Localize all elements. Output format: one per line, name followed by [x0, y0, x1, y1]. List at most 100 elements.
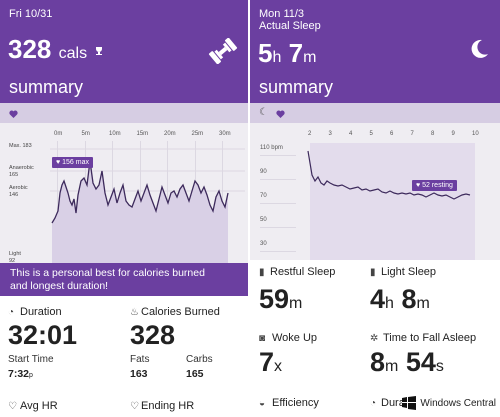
gridline	[260, 203, 296, 204]
banner-line-2: and longest duration!	[10, 280, 109, 292]
y-tick-label: 90	[260, 169, 267, 175]
x-tick-label: 3	[328, 131, 332, 137]
sleep-tabs: ☾	[250, 98, 500, 123]
x-tick-label: 15m	[136, 131, 149, 137]
woke-up-icon: ◙	[259, 333, 266, 344]
sleep-hr-chart: 2 3 4 5 6 7 8 9 10 110 bpm 90 70 50 30 ♥ 52 resting	[250, 123, 500, 260]
fall-asleep-label: Time to Fall Asleep	[383, 332, 477, 344]
max-zone-label: Max. 183	[9, 143, 32, 149]
resting-hr-pill: ♥ 52 resting	[412, 180, 457, 191]
gridline	[260, 155, 296, 156]
heart-rate-area	[52, 161, 228, 263]
heart-icon	[9, 110, 18, 118]
duration-icon: ◔	[370, 398, 377, 409]
sleep-hr-line-chart	[307, 143, 475, 260]
x-tick-label: 30m	[219, 131, 231, 137]
woke-up-value: 7x	[259, 347, 283, 377]
heart-tab-icon[interactable]	[276, 110, 285, 118]
sleep-headline: 5h 7m	[258, 38, 317, 68]
aerobic-zone-label: Aerobic 146	[9, 185, 28, 198]
stopwatch-icon: ◔	[8, 307, 15, 318]
y-tick-label: 110 bpm	[260, 145, 283, 151]
heart-rate-tab[interactable]	[0, 98, 248, 123]
watermark-text: Windows Central	[420, 397, 496, 409]
woke-up-label: Woke Up	[272, 332, 318, 344]
windows-central-watermark: Windows Central	[402, 394, 496, 412]
trophy-icon	[96, 47, 103, 56]
windows-logo-icon	[402, 396, 417, 410]
calories-burned-label: Calories Burned	[141, 306, 220, 318]
restful-sleep-value: 59m	[259, 284, 303, 314]
exercise-header: Fri 10/31 328 cals summary	[0, 0, 248, 103]
exercise-panel: Fri 10/31 328 cals summary 0m 5m 10m 15m 20m…	[0, 0, 248, 417]
calories-burned-value: 328	[130, 320, 176, 350]
x-tick-label: 7	[410, 131, 414, 137]
max-hr-pill: ♥ 156 max	[52, 157, 93, 168]
summary-label: summary	[9, 77, 84, 97]
fall-asleep-value: 8m 54s	[370, 347, 444, 377]
y-tick-label: 30	[260, 241, 267, 247]
moon-tab-icon[interactable]: ☾	[259, 107, 268, 118]
sleep-header: Mon 11/3 Actual Sleep 5h 7m summary	[250, 0, 500, 103]
restful-sleep-icon: ▮	[259, 267, 265, 278]
calories-unit: cals	[58, 45, 88, 62]
x-tick-label: 25m	[191, 131, 204, 137]
gridline	[260, 227, 296, 228]
x-tick-label: 10m	[109, 131, 121, 137]
efficiency-label: Efficiency	[272, 397, 319, 409]
summary-label-sleep: summary	[259, 77, 334, 97]
light-sleep-value: 4h 8m	[370, 284, 430, 314]
x-tick-label: 2	[308, 131, 312, 137]
heart-rate-chart: 0m 5m 10m 15m 20m 25m 30m Max. 183 Anaerobic 16…	[0, 123, 248, 264]
y-tick-label: 70	[260, 193, 267, 199]
gridline	[260, 251, 296, 252]
flame-icon: ♨	[130, 307, 139, 318]
restful-sleep-label: Restful Sleep	[270, 266, 336, 278]
sleep-date: Mon 11/3	[259, 8, 305, 20]
x-tick-label: 20m	[164, 131, 176, 137]
x-tick-label: 4	[349, 131, 353, 137]
personal-best-banner: This is a personal best for calories bur…	[0, 263, 248, 296]
sleep-hr-line	[307, 150, 471, 200]
fall-asleep-icon: ✲	[370, 333, 379, 344]
heart-rate-line-chart	[50, 148, 245, 263]
heart-icon-avg: ♡	[8, 401, 17, 412]
sleep-subtitle: Actual Sleep	[259, 20, 321, 32]
panel-divider	[248, 0, 250, 417]
anaerobic-zone-label: Anaerobic 165	[9, 165, 34, 178]
gridline	[57, 141, 58, 263]
x-tick-label: 5m	[81, 131, 90, 137]
sleep-panel: Mon 11/3 Actual Sleep 5h 7m summary ☾ 2 3…	[250, 0, 500, 417]
calories-value: 328	[8, 34, 52, 64]
x-tick-label: 5	[369, 131, 373, 137]
light-sleep-label: Light Sleep	[381, 266, 437, 278]
heart-icon-ending: ♡	[130, 401, 139, 412]
x-tick-label: 8	[431, 131, 435, 137]
carbs-label: Carbs	[186, 354, 213, 365]
x-tick-label: 6	[390, 131, 394, 137]
carbs-value: 165	[186, 368, 204, 380]
x-tick-label: 10	[472, 131, 479, 137]
fats-label: Fats	[130, 354, 150, 365]
start-time-value: 7:32p	[8, 368, 33, 380]
exercise-date: Fri 10/31	[9, 8, 53, 20]
light-sleep-icon: ▮	[370, 267, 376, 278]
ending-hr-label: Ending HR	[141, 400, 195, 412]
efficiency-icon: ◒	[259, 398, 266, 409]
x-tick-label: 9	[451, 131, 455, 137]
x-tick-label: 0m	[54, 131, 63, 137]
heart-rate-line	[51, 160, 229, 224]
start-time-label: Start Time	[8, 354, 54, 365]
duration-value: 32:01	[8, 320, 78, 350]
light-zone-label: Light 92	[9, 251, 21, 264]
y-tick-label: 50	[260, 217, 267, 223]
gridline	[260, 179, 296, 180]
dumbbell-icon	[208, 38, 238, 64]
calories-headline: 328 cals	[8, 34, 104, 65]
moon-icon	[471, 39, 488, 58]
fats-value: 163	[130, 368, 148, 380]
avg-hr-label: Avg HR	[20, 400, 58, 412]
banner-line-1: This is a personal best for calories bur…	[10, 267, 205, 279]
duration-label: Duration	[20, 306, 62, 318]
sleep-duration-label: Dura	[381, 397, 405, 409]
